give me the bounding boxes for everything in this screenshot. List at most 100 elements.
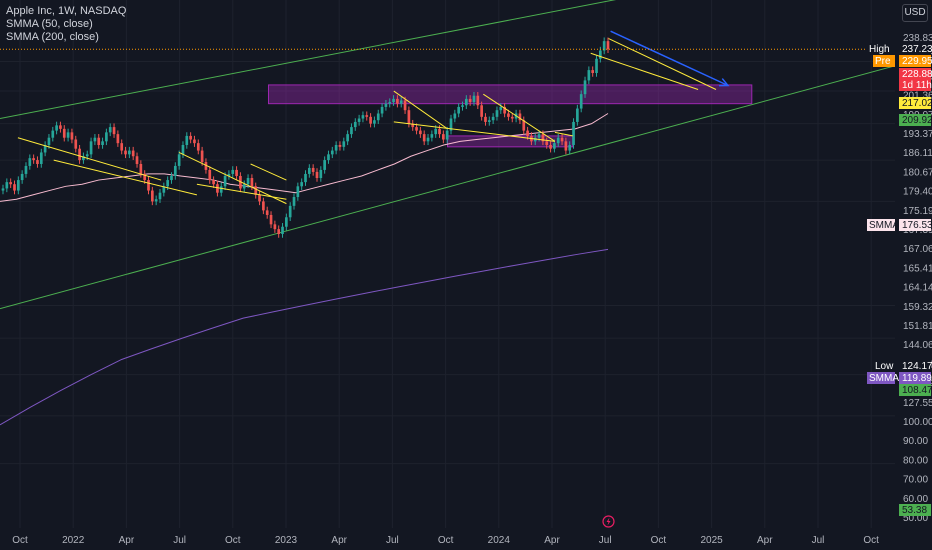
candle-body [426, 137, 430, 142]
price-tag-value: 124.17 [902, 361, 932, 372]
price-tag-bg [899, 43, 931, 55]
trendline [393, 121, 555, 142]
candle-body [384, 103, 388, 107]
price-tag-bg [899, 97, 931, 109]
price-tick: 193.37 [903, 129, 932, 140]
time-tick: 2022 [62, 535, 85, 546]
time-tick: Jul [599, 535, 612, 546]
price-tag-bg [899, 219, 931, 231]
candle-body [131, 150, 135, 157]
trendline [393, 90, 448, 130]
lower-channel-line [0, 65, 896, 310]
candle-body [430, 134, 434, 138]
price-axis[interactable]: 238.83220.00201.69201.36199.07193.37186.… [867, 0, 932, 550]
candle-body [468, 98, 472, 103]
candle-body [361, 115, 365, 119]
candle-body [32, 158, 35, 161]
candle-body [476, 95, 480, 106]
candle-body [568, 144, 572, 151]
candle-body [9, 182, 12, 185]
price-tick: 50.00 [903, 513, 928, 524]
candle-body [200, 150, 204, 163]
candle-body [311, 167, 315, 172]
candle-body [591, 70, 595, 74]
candle-body [85, 154, 89, 157]
legend-symbol[interactable]: Apple Inc, 1W, NASDAQ [6, 5, 127, 17]
candle-body [556, 137, 560, 144]
time-tick: 2025 [700, 535, 723, 546]
candle-body [5, 182, 9, 189]
candle-body [564, 141, 568, 151]
price-tick: 159.32 [903, 302, 932, 313]
time-tick: Oct [863, 535, 879, 546]
price-tick: 167.06 [903, 244, 932, 255]
candle-body [55, 125, 58, 131]
candle-body [173, 165, 177, 176]
candle-body [216, 184, 219, 193]
time-tick: Jul [812, 535, 825, 546]
arrow-head [718, 78, 730, 87]
candle-body [434, 128, 438, 135]
price-tag-label-bg [867, 219, 895, 231]
legend-smma50[interactable]: SMMA (50, close) [6, 18, 93, 30]
candle-body [549, 144, 552, 149]
price-tag-bg [899, 504, 931, 516]
candle-body [89, 141, 93, 155]
candle-body [154, 199, 158, 202]
price-axis-bg [895, 0, 932, 550]
time-tick: Jul [173, 535, 186, 546]
candle-body [484, 116, 487, 122]
smma-200-line [0, 248, 609, 426]
candle-body [24, 165, 28, 174]
candle-body [403, 100, 407, 111]
candle-body [162, 186, 166, 193]
price-tag-bg [899, 360, 931, 372]
price-tag-label: Pre [875, 56, 891, 67]
candle-body [185, 135, 189, 145]
candle-body [480, 105, 483, 117]
candle-body [365, 115, 369, 117]
candle-body [583, 80, 587, 95]
price-tag-label-bg [867, 43, 895, 55]
candle-body [292, 197, 296, 206]
candle-body [235, 169, 238, 176]
candle-body [242, 184, 246, 189]
channel-lines[interactable] [0, 0, 896, 310]
legend: Apple Inc, 1W, NASDAQ SMMA (50, close) S… [6, 5, 126, 44]
grid [0, 0, 895, 528]
smma-50-line [0, 113, 609, 202]
candle-body [553, 143, 556, 149]
candle-body [204, 162, 208, 170]
trendlines[interactable] [17, 38, 717, 205]
candle-body [196, 143, 200, 151]
candle-body [495, 110, 499, 117]
candle-body [273, 224, 277, 230]
candle-body [147, 180, 150, 191]
candle-body [411, 123, 415, 128]
candle-body [350, 127, 353, 135]
candle-body [181, 144, 185, 155]
candle-body [97, 137, 101, 145]
candle-body [193, 139, 196, 144]
candle-body [82, 156, 85, 161]
time-tick: 2023 [275, 535, 298, 546]
candle-body [518, 113, 522, 121]
candle-body [419, 130, 422, 135]
time-axis[interactable]: Oct 2022 Apr Jul Oct 2023 Apr Jul Oct 2024 Apr Jul O… [0, 530, 932, 550]
currency-button[interactable]: USD [902, 4, 928, 22]
flash-icon[interactable] [602, 515, 615, 528]
trendline [17, 137, 162, 181]
legend-smma200[interactable]: SMMA (200, close) [6, 31, 99, 43]
price-tag-label: SMMA [869, 373, 899, 384]
candle-body [189, 135, 192, 140]
candle-body [139, 163, 143, 174]
trendline [590, 52, 699, 90]
price-tag-value: 217.02 [902, 98, 932, 109]
trendline [250, 163, 287, 181]
price-tick: 201.36 [903, 91, 932, 102]
candle-body [415, 127, 418, 131]
time-tick: Oct [12, 535, 28, 546]
projection-arrow[interactable] [610, 30, 730, 87]
